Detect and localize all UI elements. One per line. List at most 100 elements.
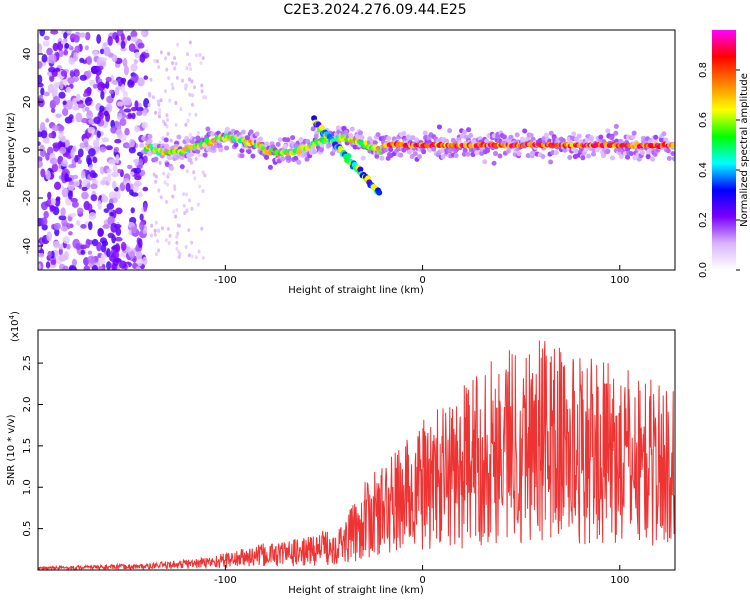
spectrogram-cell bbox=[588, 137, 594, 143]
spectrogram-cell bbox=[609, 135, 615, 141]
spectrogram-cell bbox=[171, 194, 175, 199]
spectrogram-cell bbox=[645, 154, 651, 160]
spectrogram-cell bbox=[130, 224, 137, 234]
spectrogram-cell bbox=[571, 131, 577, 137]
spectrogram-cell bbox=[484, 148, 490, 154]
spectrogram-cell bbox=[154, 179, 158, 184]
spectrogram-cell bbox=[135, 250, 143, 260]
spectrogram-cell bbox=[199, 60, 203, 65]
spectrogram-cell bbox=[166, 131, 170, 136]
spectrogram-cell bbox=[181, 78, 185, 83]
spectrogram-cell bbox=[376, 189, 383, 196]
spectrogram-cell bbox=[176, 223, 180, 228]
spectrogram-cell bbox=[167, 76, 171, 81]
spectrogram-cell bbox=[205, 126, 211, 132]
spectrogram-cell bbox=[195, 135, 201, 141]
spectrogram-cell bbox=[167, 155, 173, 161]
spectrogram-cell bbox=[175, 234, 179, 239]
snr-series-line bbox=[38, 340, 675, 570]
spectrogram-cell bbox=[326, 142, 332, 148]
spectrogram-cell bbox=[159, 98, 163, 103]
spectrogram-cell bbox=[482, 159, 488, 165]
spectrogram-cell bbox=[73, 174, 79, 180]
spectrogram-cell bbox=[129, 250, 135, 260]
spectrogram-cell bbox=[85, 238, 91, 249]
spectrogram-cell bbox=[617, 147, 623, 153]
spectrogram-cell bbox=[186, 52, 190, 57]
spectrogram-cell bbox=[58, 215, 67, 221]
spectrogram-cell bbox=[147, 133, 153, 139]
spectrogram-cell bbox=[239, 153, 245, 159]
spectrogram-cell bbox=[613, 130, 619, 136]
spectrogram-cell bbox=[239, 148, 245, 154]
spectrogram-cell bbox=[178, 251, 182, 256]
spectrogram-cell bbox=[59, 80, 64, 90]
spectrogram-cell bbox=[84, 45, 89, 51]
spectrogram-cell bbox=[194, 156, 198, 161]
spectrogram-cell bbox=[62, 100, 67, 106]
spectrogram-cell bbox=[86, 154, 91, 165]
spectrogram-cell bbox=[118, 260, 127, 269]
spectrogram-cell bbox=[508, 134, 514, 140]
spectrogram-y-tick-label: 20 bbox=[22, 96, 33, 109]
spectrogram-cell bbox=[38, 242, 42, 251]
spectrogram-cell bbox=[167, 240, 171, 245]
spectrogram-cell bbox=[90, 183, 98, 190]
spectrogram-cell bbox=[175, 246, 179, 251]
spectrogram-cell bbox=[514, 132, 520, 138]
spectrogram-cell bbox=[185, 192, 189, 197]
spectrogram-cell bbox=[139, 53, 146, 63]
spectrogram-cell bbox=[290, 135, 296, 141]
spectrogram-cell bbox=[293, 155, 299, 161]
spectrogram-cell bbox=[72, 105, 80, 111]
spectrogram-cell bbox=[102, 42, 109, 47]
spectrogram-cell bbox=[101, 195, 109, 203]
spectrogram-cell bbox=[198, 53, 202, 58]
spectrogram-cell bbox=[76, 219, 81, 226]
spectrogram-cell bbox=[175, 75, 179, 80]
spectrogram-cell bbox=[636, 156, 642, 162]
spectrogram-cell bbox=[163, 122, 167, 127]
spectrogram-cell bbox=[109, 211, 114, 217]
spectrogram-cell bbox=[124, 127, 130, 136]
spectrogram-y-ticks: -40 -20 0 20 40 bbox=[22, 48, 43, 254]
spectrogram-cell bbox=[357, 166, 364, 173]
spectrogram-cell bbox=[605, 148, 611, 154]
snr-exponent-label: (x104) bbox=[8, 311, 21, 342]
spectrogram-cell bbox=[129, 171, 135, 176]
spectrogram-cell bbox=[92, 83, 98, 89]
spectrogram-cell bbox=[107, 173, 112, 184]
spectrogram-cell bbox=[81, 191, 89, 200]
spectrogram-cell bbox=[354, 133, 360, 139]
spectrogram-cell bbox=[174, 61, 178, 66]
spectrogram-cell bbox=[136, 110, 143, 116]
spectrogram-cell bbox=[102, 224, 110, 229]
spectrogram-cell bbox=[201, 188, 205, 193]
spectrogram-cell bbox=[52, 95, 61, 106]
spectrogram-cell bbox=[66, 30, 73, 34]
spectrogram-cell bbox=[112, 164, 118, 172]
spectrogram-cell bbox=[80, 118, 89, 124]
spectrogram-cell bbox=[116, 101, 124, 107]
spectrogram-cell bbox=[154, 220, 158, 225]
spectrogram-cell bbox=[163, 89, 167, 94]
spectrogram-cell bbox=[440, 154, 446, 160]
spectrogram-cell bbox=[120, 77, 127, 84]
spectrogram-cell bbox=[120, 40, 126, 49]
spectrogram-cell bbox=[167, 51, 171, 56]
spectrogram-cell bbox=[163, 180, 167, 185]
spectrogram-plot: -100 0 100 -40 -20 0 20 40 Height of straight … bbox=[6, 29, 676, 296]
spectrogram-cell bbox=[100, 244, 107, 253]
spectrogram-cell bbox=[194, 53, 198, 58]
snr-x-ticks: -100 0 100 bbox=[214, 565, 629, 586]
spectrogram-cell bbox=[210, 131, 216, 137]
spectrogram-cell bbox=[99, 105, 105, 112]
spectrogram-cell bbox=[493, 151, 499, 157]
spectrogram-cell bbox=[106, 168, 112, 174]
spectrogram-cell bbox=[671, 156, 675, 162]
spectrogram-cell bbox=[164, 200, 168, 205]
spectrogram-cell bbox=[127, 112, 133, 119]
spectrogram-x-axis-label: Height of straight line (km) bbox=[288, 285, 424, 296]
spectrogram-cell bbox=[427, 147, 433, 153]
